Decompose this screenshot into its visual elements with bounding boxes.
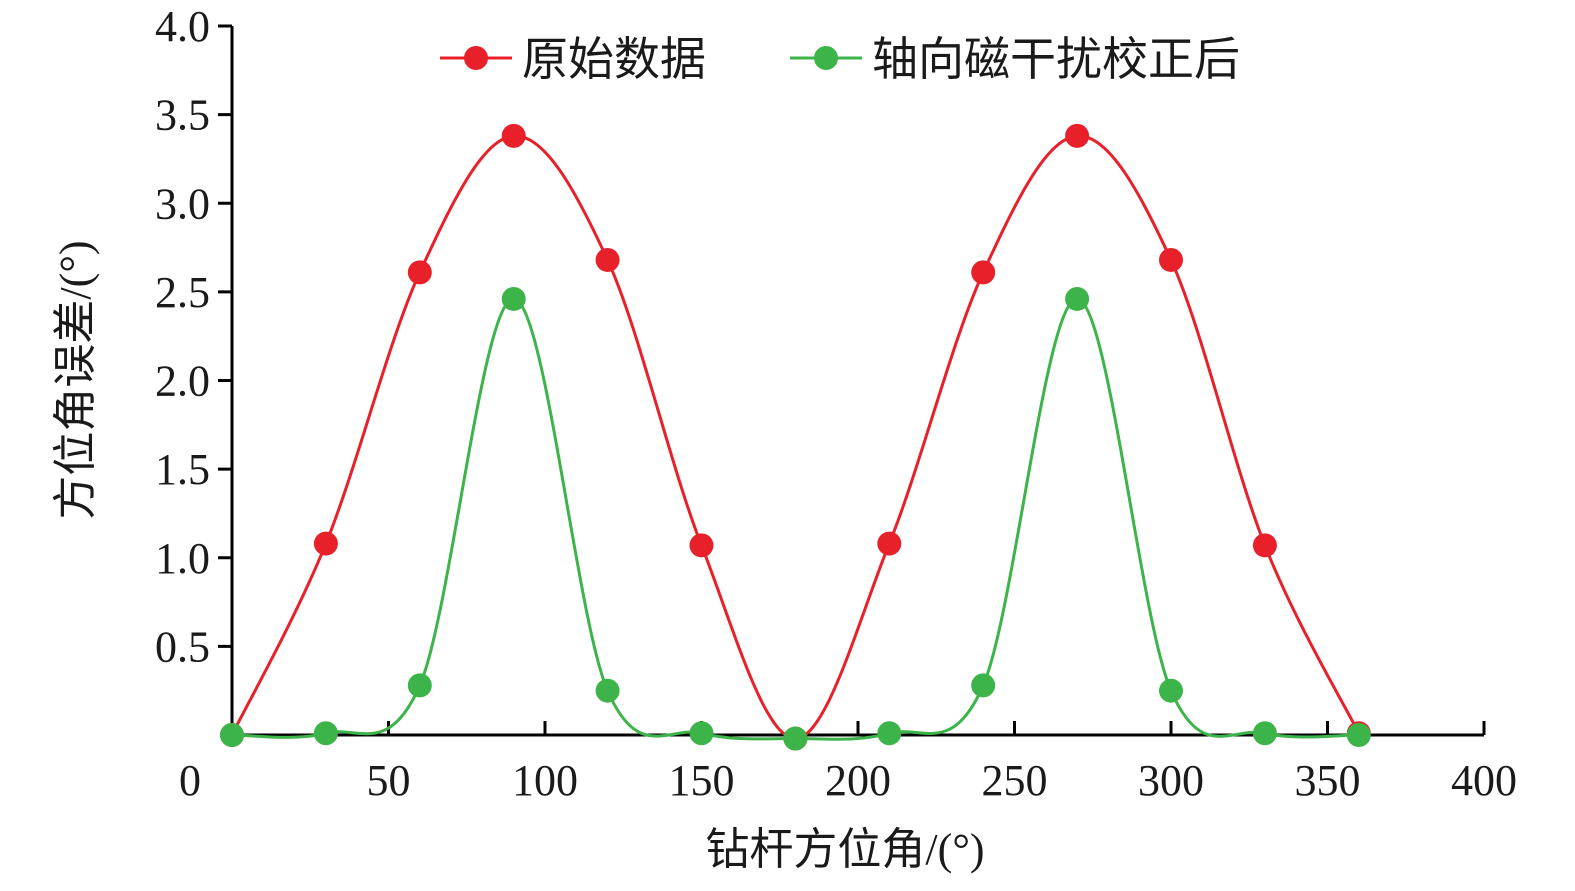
x-tick-label: 250 — [982, 756, 1048, 805]
x-tick-label: 200 — [825, 756, 891, 805]
legend-item: 原始数据 — [440, 34, 706, 85]
data-point — [407, 260, 432, 285]
data-point — [1252, 533, 1277, 558]
legend: 原始数据 轴向磁干扰校正后 — [440, 34, 1240, 85]
axes: 0.5 1.0 1.5 2.0 2.5 3.0 3.5 4.0 0 50 100 150 200 250 3… — [155, 2, 1517, 805]
y-axis-title: 方位角误差/(°) — [51, 240, 100, 519]
data-point — [313, 721, 338, 746]
data-point — [595, 678, 620, 703]
x-tick-label: 100 — [512, 756, 578, 805]
data-point — [407, 673, 432, 698]
data-point — [1065, 286, 1090, 311]
data-point — [501, 286, 526, 311]
legend-marker — [464, 46, 488, 70]
data-point — [971, 673, 996, 698]
series-1 — [220, 123, 1371, 751]
x-tick-label: 300 — [1138, 756, 1204, 805]
data-point — [220, 723, 244, 747]
data-point — [595, 247, 620, 272]
data-point — [971, 260, 996, 285]
y-tick-label: 2.0 — [155, 357, 210, 406]
legend-label: 原始数据 — [522, 34, 706, 85]
series-line — [230, 134, 1361, 741]
series-2 — [220, 286, 1371, 751]
y-tick-label: 3.0 — [155, 179, 210, 228]
data-point — [877, 531, 902, 556]
data-point — [1346, 723, 1371, 747]
x-tick-label: 0 — [179, 756, 201, 805]
x-tick-label: 150 — [669, 756, 735, 805]
data-point — [1159, 247, 1183, 272]
legend-item: 轴向磁干扰校正后 — [790, 34, 1240, 85]
legend-marker — [814, 46, 838, 70]
data-point — [877, 721, 902, 746]
x-axis-title: 钻杆方位角/(°) — [705, 825, 984, 874]
y-tick-label: 0.5 — [155, 622, 210, 671]
y-tick-label: 2.5 — [155, 268, 210, 317]
x-tick-label: 400 — [1451, 756, 1517, 805]
data-point — [783, 726, 808, 751]
y-tick-label: 4.0 — [155, 2, 210, 51]
y-tick-label: 3.5 — [155, 91, 210, 140]
data-point — [1159, 678, 1183, 703]
series-line — [231, 297, 1359, 741]
y-tick-label: 1.0 — [155, 534, 210, 583]
series-layer — [220, 123, 1371, 751]
y-tick-label: 1.5 — [155, 445, 210, 494]
legend-label: 轴向磁干扰校正后 — [872, 34, 1240, 85]
x-tick-label: 50 — [367, 756, 411, 805]
data-point — [689, 533, 714, 558]
data-point — [313, 531, 338, 556]
data-point — [1065, 123, 1090, 148]
data-point — [689, 721, 714, 746]
data-point — [501, 123, 526, 148]
x-tick-label: 350 — [1295, 756, 1361, 805]
data-point — [1252, 721, 1277, 746]
